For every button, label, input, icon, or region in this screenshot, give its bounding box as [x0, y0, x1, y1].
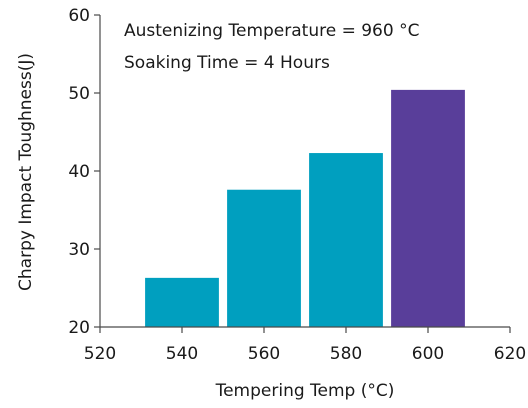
- annotation-soaking-time: Soaking Time = 4 Hours: [124, 53, 330, 73]
- y-tick-label: 60: [68, 6, 90, 26]
- bar-560: [227, 189, 301, 327]
- x-tick-label: 600: [412, 344, 444, 364]
- y-tick-label: 50: [68, 84, 90, 104]
- x-tick-label: 560: [248, 344, 280, 364]
- x-tick-label: 520: [84, 344, 116, 364]
- ticks-group: 20 30 40 50 60 520 540 560 580 600 620: [68, 6, 526, 364]
- bar-540: [145, 277, 219, 327]
- x-axis-title: Tempering Temp (°C): [215, 381, 395, 401]
- x-tick-label: 580: [330, 344, 362, 364]
- y-tick-label: 40: [68, 162, 90, 182]
- x-tick-label: 620: [494, 344, 526, 364]
- bars-group: [145, 89, 465, 327]
- y-tick-label: 20: [68, 318, 90, 338]
- bar-580: [309, 153, 383, 327]
- annotation-austenizing-temperature: Austenizing Temperature = 960 °C: [124, 21, 419, 41]
- x-tick-label: 540: [166, 344, 198, 364]
- y-axis-title: Charpy Impact Toughness(J): [16, 53, 36, 291]
- bar-600: [391, 89, 465, 327]
- y-tick-label: 30: [68, 240, 90, 260]
